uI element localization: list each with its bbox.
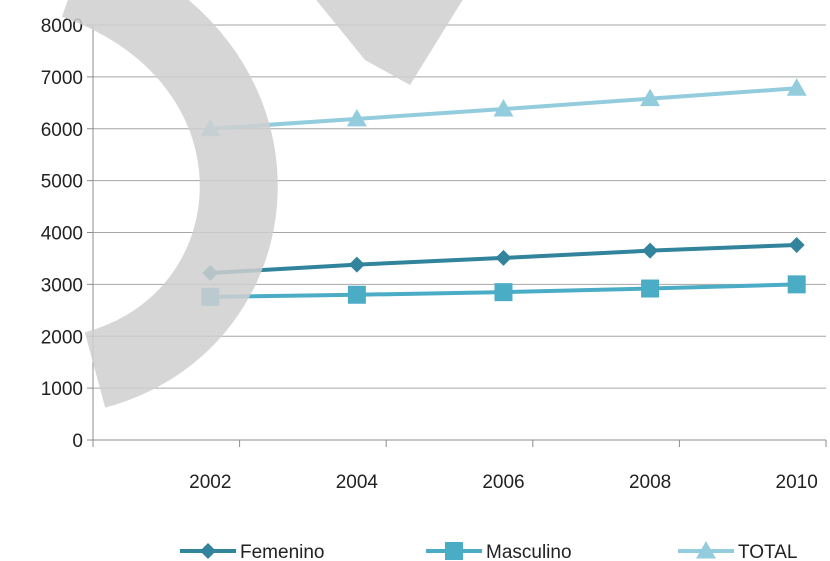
series-masculino	[201, 275, 806, 306]
data-point-masculino	[347, 285, 366, 304]
legend-marker-masculino	[445, 542, 463, 560]
data-point-masculino	[641, 279, 660, 298]
legend: Femenino Masculino TOTAL	[180, 541, 797, 561]
data-point-total	[640, 88, 661, 107]
y-tick-label: 0	[72, 431, 83, 452]
legend-marker-femenino	[200, 543, 216, 559]
y-tick-label: 5000	[41, 172, 83, 193]
y-tick-label: 2000	[41, 327, 83, 348]
data-point-femenino	[495, 249, 512, 266]
series-group	[200, 78, 807, 306]
x-tick-label: 2008	[629, 472, 671, 493]
legend-marker-total	[696, 541, 716, 559]
data-point-total	[786, 78, 807, 96]
data-point-total	[346, 108, 367, 127]
legend-label-total: TOTAL	[738, 542, 797, 561]
data-point-total	[493, 99, 514, 117]
y-tick-label: 7000	[41, 68, 83, 89]
legend-item-femenino: Femenino	[180, 542, 325, 561]
watermark-logo	[61, 0, 463, 408]
legend-item-masculino: Masculino	[426, 542, 572, 561]
x-tick-label: 2010	[776, 472, 818, 493]
legend-item-total: TOTAL	[678, 541, 797, 561]
y-tick-label: 6000	[41, 120, 83, 141]
series-total	[200, 78, 807, 137]
legend-label-masculino: Masculino	[486, 542, 572, 561]
data-point-masculino	[787, 275, 806, 294]
data-point-femenino	[642, 242, 659, 259]
x-tick-label: 2006	[482, 472, 524, 493]
data-point-femenino	[788, 236, 805, 253]
y-tick-label: 1000	[41, 379, 83, 400]
y-tick-label: 3000	[41, 275, 83, 296]
y-tick-label: 8000	[41, 16, 83, 37]
data-point-masculino	[494, 283, 513, 302]
data-point-femenino	[348, 256, 365, 273]
x-tick-label: 2004	[336, 472, 379, 493]
x-tick-label: 2002	[189, 472, 231, 493]
legend-label-femenino: Femenino	[240, 542, 325, 561]
x-axis: 2002 2004 2006 2008 2010	[92, 439, 827, 493]
series-femenino	[202, 236, 805, 281]
y-axis: 0 1000 2000 3000 4000 5000 6000 7000 8000	[41, 16, 94, 452]
y-tick-label: 4000	[41, 224, 83, 245]
